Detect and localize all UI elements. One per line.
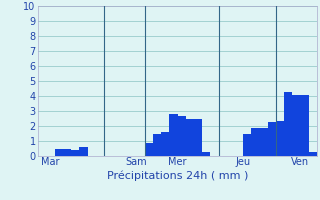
Bar — [186, 119, 194, 156]
Bar — [71, 150, 79, 156]
Bar — [260, 128, 268, 156]
Bar — [145, 142, 153, 156]
Bar — [251, 128, 260, 156]
Bar — [153, 134, 161, 156]
Bar — [292, 95, 300, 156]
Bar — [308, 152, 317, 156]
Bar — [63, 149, 71, 156]
Bar — [169, 114, 178, 156]
Bar — [194, 119, 202, 156]
Bar — [161, 132, 169, 156]
X-axis label: Précipitations 24h ( mm ): Précipitations 24h ( mm ) — [107, 170, 248, 181]
Bar — [300, 95, 308, 156]
Bar — [276, 121, 284, 156]
Bar — [79, 147, 88, 156]
Bar — [284, 92, 292, 156]
Bar — [178, 116, 186, 156]
Bar — [55, 149, 63, 156]
Bar — [243, 134, 251, 156]
Bar — [202, 152, 210, 156]
Bar — [268, 121, 276, 156]
